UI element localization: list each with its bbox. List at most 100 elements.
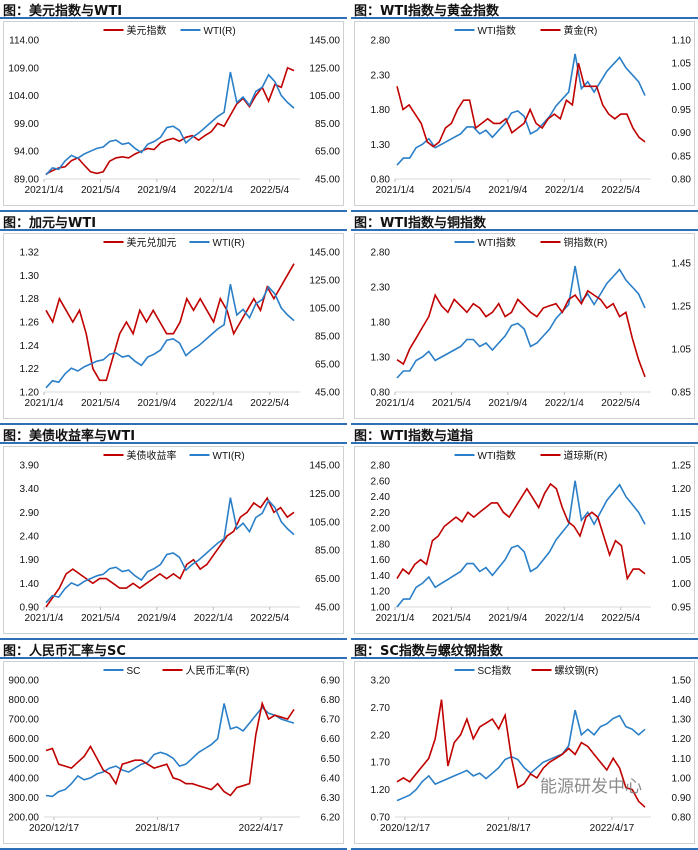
chart-title: 图：SC指数与螺纹钢指数 — [354, 644, 503, 659]
legend-label: 道琼斯(R) — [564, 449, 608, 462]
x-tick-label: 2021/5/4 — [81, 185, 120, 196]
left-tick-label: 200.00 — [8, 813, 39, 824]
title-underline — [0, 229, 347, 231]
right-tick-label: 1.10 — [672, 754, 692, 765]
left-tick-label: 500.00 — [8, 754, 39, 765]
left-tick-label: 0.80 — [371, 175, 391, 186]
x-tick-label: 2022/1/4 — [545, 185, 584, 196]
series-line-blue — [396, 709, 646, 802]
legend-label: SC指数 — [478, 664, 512, 677]
series-line-blue — [45, 71, 295, 176]
chart-panel: 图：SC指数与螺纹钢指数 0.70 1.20 1.70 2.20 2.70 3.20 0.80… — [351, 640, 698, 850]
left-tick-label: 2.30 — [371, 283, 391, 294]
left-tick-label: 2.30 — [371, 70, 391, 81]
panel-divider — [0, 423, 347, 425]
chart-panel: 图：人民币汇率与SC 200.00 300.00 400.00 500.00 600.00… — [0, 640, 347, 850]
series-line-red — [396, 289, 646, 378]
right-tick-label: 0.80 — [672, 813, 692, 824]
right-tick-label: 6.50 — [321, 754, 341, 765]
right-tick-label: 0.80 — [672, 175, 692, 186]
x-tick-label: 2022/1/4 — [545, 398, 584, 409]
right-tick-label: 1.40 — [672, 695, 692, 706]
right-tick-label: 6.70 — [321, 715, 341, 726]
chart-svg: 1.00 1.20 1.40 1.60 1.80 2.00 2.20 2.40 2.60 2.80… — [371, 449, 692, 624]
right-tick-label: 1.15 — [672, 508, 692, 519]
left-tick-label: 400.00 — [8, 773, 39, 784]
legend-label: 美元指数 — [127, 24, 167, 37]
left-tick-label: 1.80 — [371, 318, 391, 329]
legend-label: WTI(R) — [213, 238, 245, 249]
right-tick-label: 145.00 — [309, 36, 340, 47]
left-tick-label: 300.00 — [8, 793, 39, 804]
title-underline — [0, 657, 347, 659]
x-tick-label: 2021/1/4 — [376, 398, 415, 409]
chart-frame — [354, 233, 695, 419]
right-tick-label: 1.00 — [672, 82, 692, 93]
right-tick-label: 105.00 — [309, 91, 340, 102]
right-tick-label: 45.00 — [315, 603, 340, 614]
right-tick-label: 0.90 — [672, 793, 692, 804]
chart-frame — [354, 21, 695, 206]
right-tick-label: 125.00 — [309, 276, 340, 287]
x-tick-label: 2022/5/4 — [250, 185, 289, 196]
chart-panel: 图：加元与WTI 1.20 1.22 1.24 1.26 1.28 1.30 1.32 45.0… — [0, 212, 347, 425]
left-tick-label: 0.70 — [371, 813, 391, 824]
x-tick-label: 2022/1/4 — [545, 613, 584, 624]
right-tick-label: 0.90 — [672, 128, 692, 139]
left-tick-label: 1.80 — [371, 539, 391, 550]
x-tick-label: 2022/4/17 — [239, 823, 284, 834]
legend-label: WTI指数 — [478, 24, 516, 37]
panel-divider — [351, 848, 698, 850]
legend-label: 黄金(R) — [564, 24, 598, 37]
left-tick-label: 1.30 — [371, 140, 391, 151]
left-tick-label: 94.00 — [14, 147, 39, 158]
chart-title: 图：WTI指数与黄金指数 — [354, 4, 500, 19]
title-underline — [351, 442, 698, 444]
right-tick-label: 1.10 — [672, 532, 692, 543]
left-tick-label: 1.00 — [371, 603, 391, 614]
x-tick-label: 2022/5/4 — [601, 185, 640, 196]
left-tick-label: 1.20 — [371, 587, 391, 598]
series-line-red — [45, 66, 295, 175]
legend-label: 美债收益率 — [127, 449, 177, 462]
panel-divider — [0, 848, 347, 850]
right-tick-label: 6.20 — [321, 813, 341, 824]
chart-title: 图：美债收益率与WTI — [3, 429, 136, 444]
x-tick-label: 2022/5/4 — [601, 398, 640, 409]
left-tick-label: 114.00 — [9, 36, 39, 47]
left-tick-label: 89.00 — [14, 175, 39, 186]
x-tick-label: 2021/1/4 — [376, 613, 415, 624]
left-tick-label: 1.22 — [20, 364, 40, 375]
left-tick-label: 1.20 — [20, 388, 40, 399]
left-tick-label: 104.00 — [8, 91, 39, 102]
x-tick-label: 2021/5/4 — [81, 613, 120, 624]
left-tick-label: 109.00 — [8, 63, 39, 74]
right-tick-label: 125.00 — [309, 489, 340, 500]
x-tick-label: 2021/1/4 — [25, 613, 64, 624]
left-tick-label: 700.00 — [8, 715, 39, 726]
left-tick-label: 900.00 — [8, 676, 39, 687]
chart-frame — [3, 21, 344, 206]
left-tick-label: 1.70 — [371, 758, 391, 769]
right-tick-label: 6.30 — [321, 793, 341, 804]
legend-label: 铜指数(R) — [564, 236, 608, 249]
right-tick-label: 1.10 — [672, 36, 692, 47]
left-tick-label: 2.00 — [371, 524, 391, 535]
right-tick-label: 1.50 — [672, 676, 692, 687]
left-tick-label: 3.20 — [371, 676, 391, 687]
right-tick-label: 6.90 — [321, 676, 341, 687]
left-tick-label: 800.00 — [8, 695, 39, 706]
left-tick-label: 1.30 — [371, 353, 391, 364]
right-tick-label: 85.00 — [315, 546, 340, 557]
legend-label: WTI指数 — [478, 449, 516, 462]
left-tick-label: 1.24 — [20, 341, 40, 352]
chart-svg: 0.80 1.30 1.80 2.30 2.80 0.80 0.85 0.90 0.95 1.00… — [371, 24, 692, 196]
panel-divider — [351, 638, 698, 640]
x-tick-label: 2020/12/17 — [29, 823, 79, 834]
left-tick-label: 3.90 — [20, 461, 40, 472]
left-tick-label: 2.20 — [371, 508, 391, 519]
x-tick-label: 2022/4/17 — [590, 823, 635, 834]
right-tick-label: 0.85 — [672, 151, 692, 162]
right-tick-label: 1.20 — [672, 484, 692, 495]
title-underline — [351, 657, 698, 659]
